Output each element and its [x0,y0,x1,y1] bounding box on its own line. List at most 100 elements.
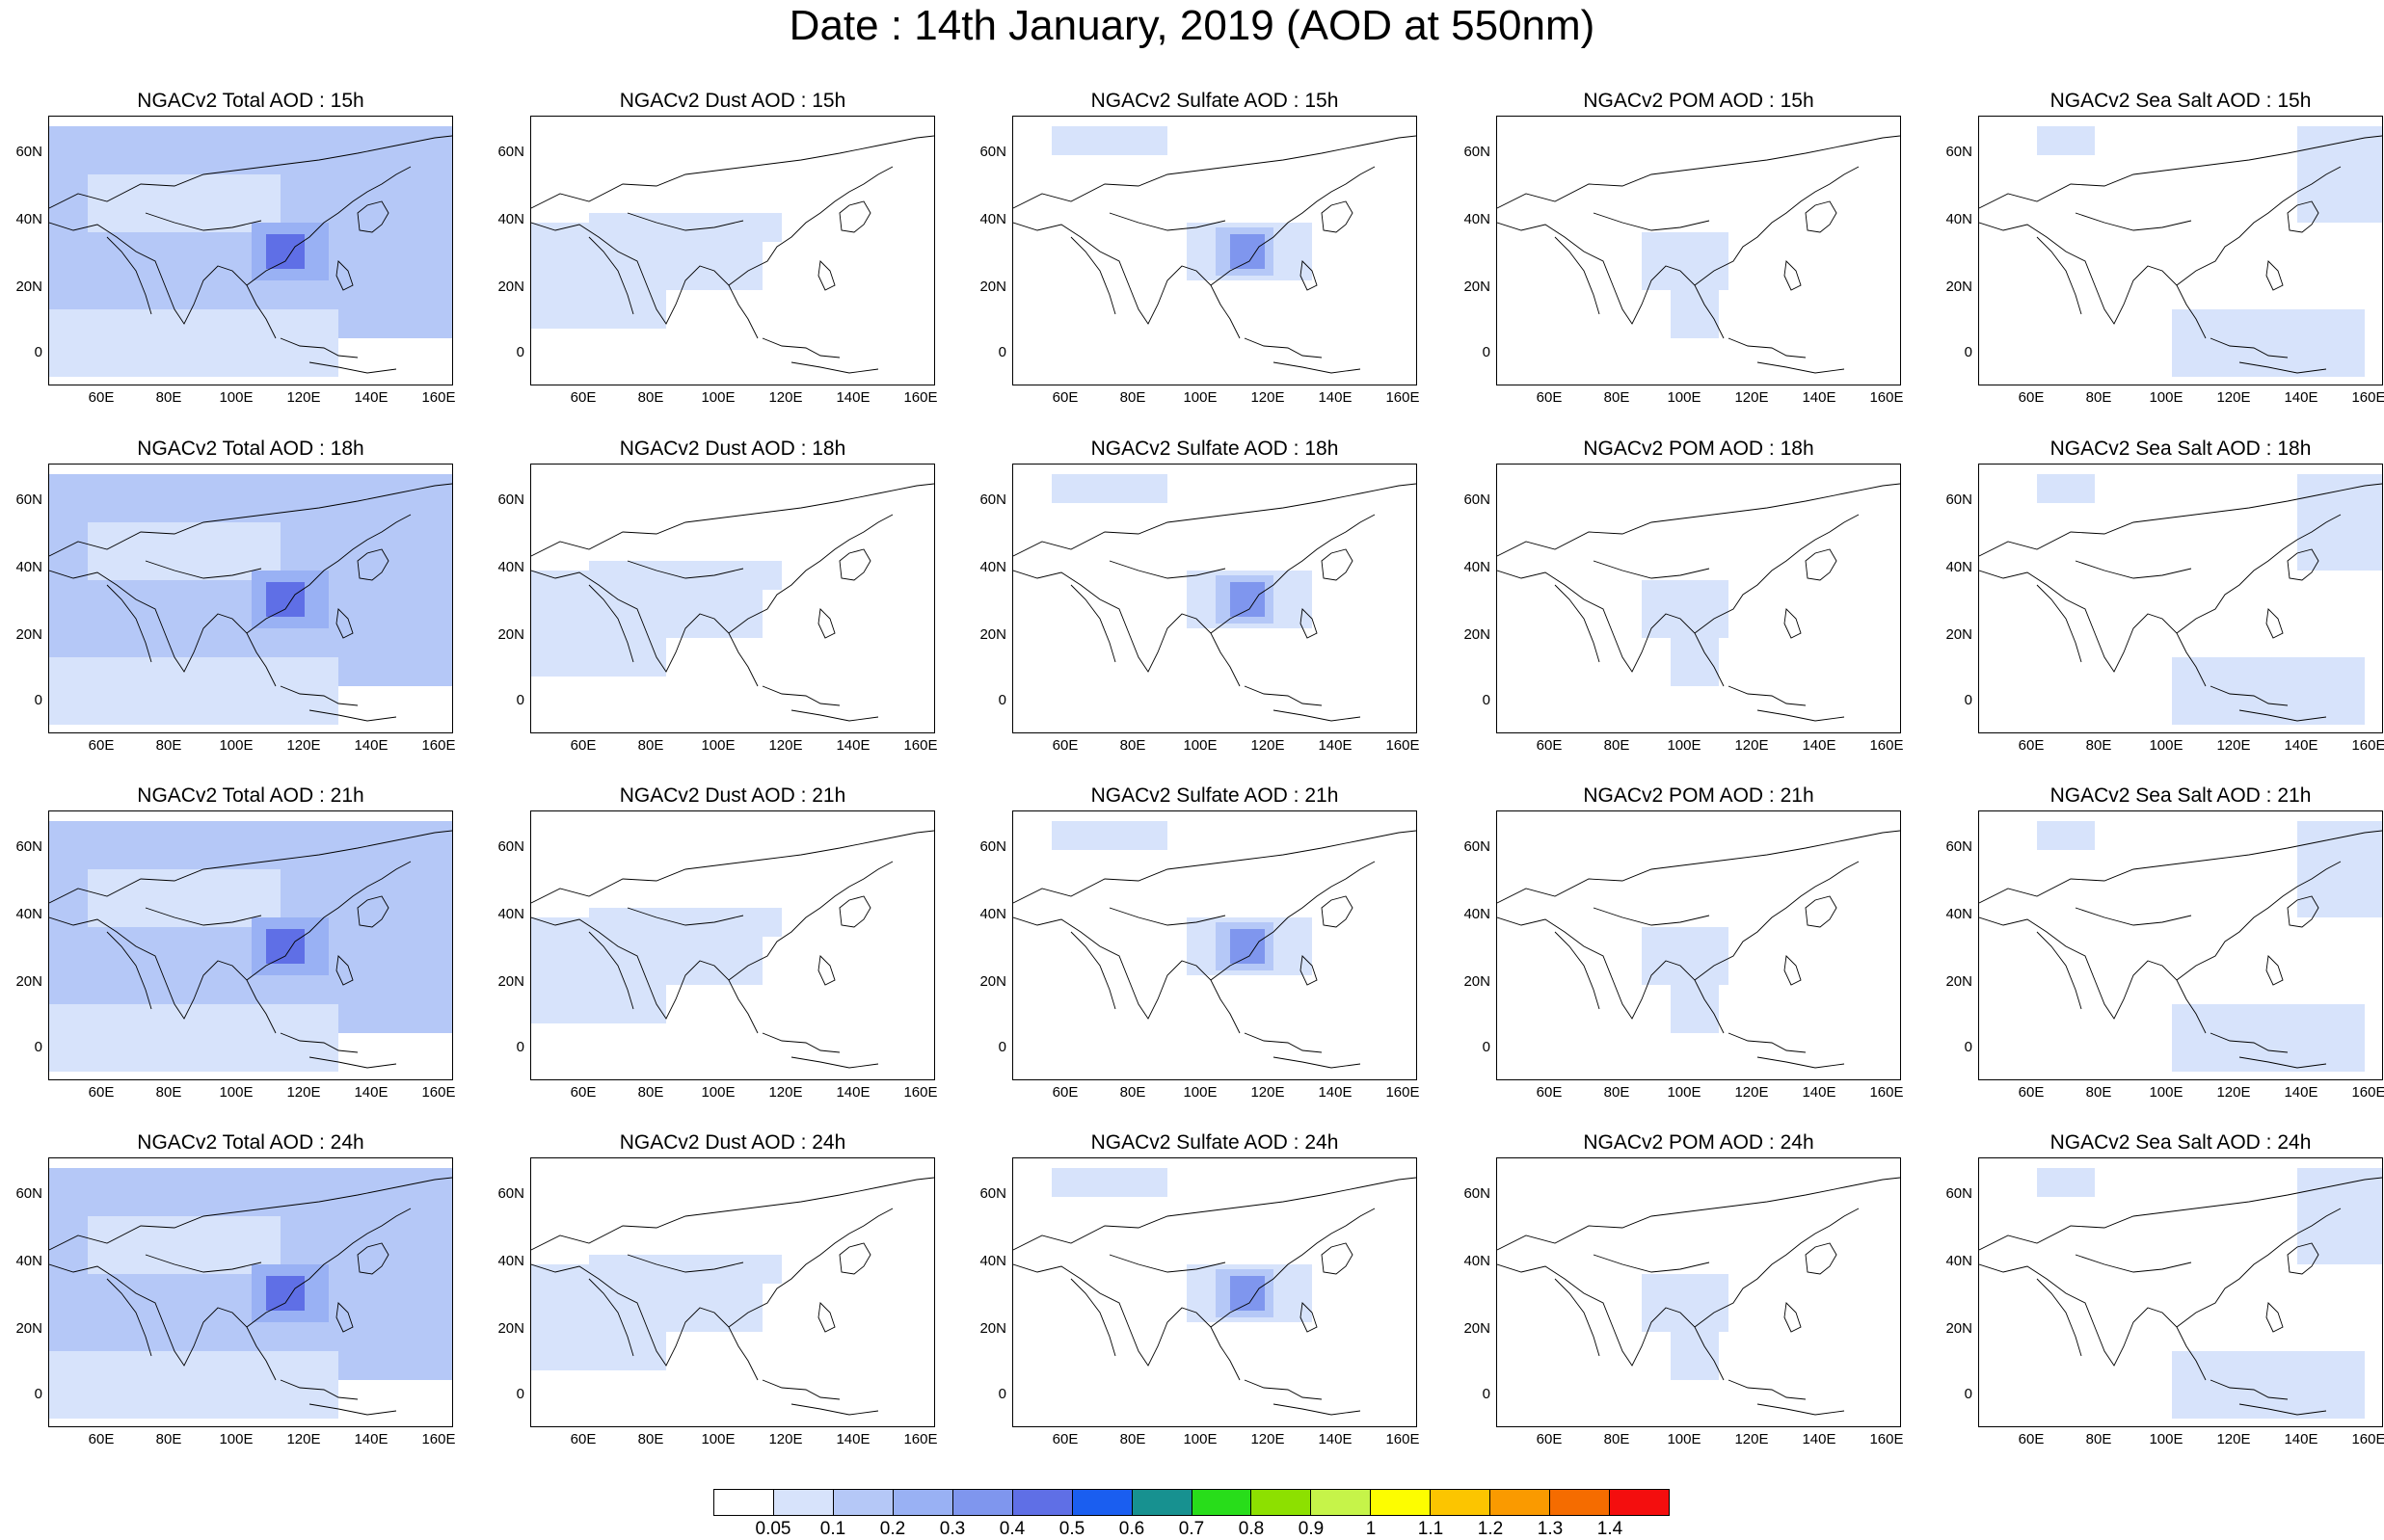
lon-tick-label: 100E [701,1084,736,1101]
lat-tick-label: 0 [34,692,42,708]
coastline [531,570,759,687]
lon-tick-label: 160E [1385,1084,1420,1101]
lat-tick-label: 60N [1463,491,1490,508]
lon-tick-label: 120E [2216,1084,2251,1101]
coastline [762,337,841,358]
panel-title: NGACv2 Dust AOD : 21h [619,784,846,807]
coastline [790,1403,879,1416]
lat-tick-label: 20N [497,1320,524,1337]
lon-tick-label: 120E [286,1431,321,1447]
lat-tick-label: 20N [497,279,524,295]
lon-tick-label: 80E [2085,1084,2112,1101]
lat-tick-label: 40N [979,906,1006,922]
coastline [531,483,934,557]
lon-tick-label: 80E [1603,1431,1630,1447]
coastline [2036,236,2082,315]
aod-field-patch [2172,309,2365,377]
lon-tick-label: 140E [354,389,388,406]
lat-tick-label: 40N [1945,559,1972,575]
panel-title: NGACv2 Dust AOD : 18h [619,438,846,460]
coastline [2238,361,2327,374]
coastline [280,1032,359,1053]
aod-field-patch [1052,1168,1167,1197]
lon-tick-label: 160E [2351,389,2384,406]
lon-tick-label: 160E [1385,389,1420,406]
coastline [1694,1208,1860,1328]
coastline [762,685,841,706]
coastline [280,1379,359,1400]
lon-tick-label: 60E [1052,1084,1079,1101]
lon-tick-label: 80E [637,737,664,754]
coastline [1299,260,1318,291]
coastline [2075,560,2192,579]
map-frame [530,810,935,1080]
lon-tick-label: 80E [637,1431,664,1447]
lon-tick-label: 100E [1183,1431,1218,1447]
coastline [531,135,934,209]
coastline [2075,907,2192,926]
coastline [1244,1379,1323,1400]
map-frame [1496,116,1901,385]
coastline [1210,1208,1376,1328]
map-panel: NGACv2 Sulfate AOD : 15h 60N 40N 20N 0 60E 80E… [979,87,1419,424]
coastline [1070,236,1116,315]
lon-tick-label: 160E [1385,1431,1420,1447]
map-frame [1496,464,1901,733]
lon-tick-label: 140E [2284,1084,2318,1101]
aod-field-patch [531,638,666,677]
lon-tick-label: 120E [1250,737,1285,754]
lat-tick-label: 0 [998,692,1006,708]
coastline [1272,361,1361,374]
colorbar-swatch [1072,1490,1133,1515]
lat-tick-label: 0 [34,1039,42,1055]
map-frame [1496,810,1901,1080]
aod-field-patch [266,582,305,617]
coastline [1979,222,2207,339]
lat-tick-label: 20N [15,973,42,990]
lon-tick-label: 140E [1802,1431,1836,1447]
lat-tick-label: 20N [1945,279,1972,295]
lon-tick-label: 80E [155,1084,182,1101]
lon-tick-label: 60E [1536,737,1563,754]
coastline [728,166,894,286]
lon-tick-label: 60E [570,389,597,406]
coastline [2176,861,2342,981]
map-frame [48,464,453,733]
lon-tick-label: 100E [1183,737,1218,754]
aod-field-patch [1642,232,1728,290]
lat-tick-label: 20N [1945,973,1972,990]
coastline [1272,1056,1361,1069]
aod-field-patch [266,929,305,964]
map-panel: NGACv2 Dust AOD : 21h 60N 40N 20N 0 60E 80E 100… [497,782,937,1119]
coastline [1805,200,1837,233]
lat-tick-label: 60N [979,144,1006,160]
lat-tick-label: 0 [1964,344,1972,360]
lat-tick-label: 40N [1463,559,1490,575]
colorbar-swatch [1251,1490,1312,1515]
lon-tick-label: 140E [1318,1431,1353,1447]
map-frame [1012,464,1417,733]
panel-title: NGACv2 Dust AOD : 24h [619,1131,846,1154]
map-panel: NGACv2 Sulfate AOD : 18h 60N 40N 20N 0 60E 80E… [979,435,1419,772]
coastline [1109,907,1226,926]
colorbar-swatch [1311,1490,1372,1515]
coastline [817,1302,836,1333]
map-frame [530,1157,935,1427]
lon-tick-label: 160E [1869,1084,1904,1101]
map-frame [48,1157,453,1427]
coastline [728,514,894,634]
lat-tick-label: 40N [15,211,42,227]
coastline [1554,584,1600,663]
aod-field-patch [1671,1332,1719,1380]
coastline [308,361,397,374]
panel-title: NGACv2 Total AOD : 15h [137,90,364,112]
lon-tick-label: 120E [1734,737,1769,754]
lon-tick-label: 100E [2149,389,2183,406]
lon-tick-label: 120E [286,389,321,406]
lon-tick-label: 120E [768,1431,803,1447]
lat-tick-label: 40N [1463,1253,1490,1269]
panel-title: NGACv2 Sulfate AOD : 21h [1090,784,1339,807]
coastline [357,548,389,581]
lon-tick-label: 140E [836,1431,871,1447]
coastline [335,1302,354,1333]
